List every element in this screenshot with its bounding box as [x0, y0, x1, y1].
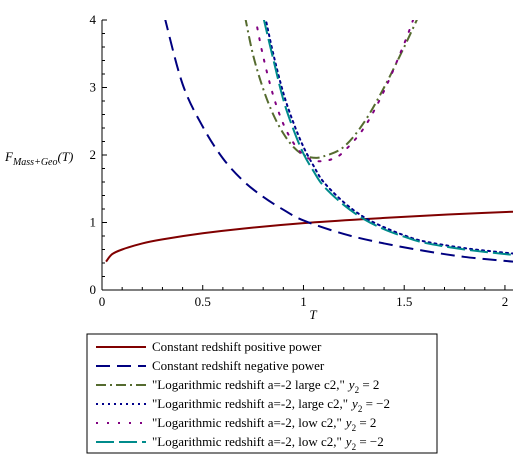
x-tick-label: 0 — [99, 294, 106, 309]
y-tick-label: 3 — [90, 80, 97, 95]
y-tick-label: 1 — [90, 215, 97, 230]
series-line-5 — [254, 20, 415, 163]
legend-entry-subscript: 2 — [352, 423, 357, 433]
legend-entry: "Logarithmic redshift a=-2 large c2," y2 … — [152, 377, 379, 395]
series-line-6 — [262, 20, 513, 256]
legend-entry: "Logarithmic redshift a=-2, low c2," y2 =… — [152, 415, 376, 433]
legend-entry: Constant redshift positive power — [152, 339, 322, 354]
series-line-4 — [264, 20, 513, 255]
x-axis-label: T — [309, 307, 317, 322]
legend: Constant redshift positive power Constant… — [86, 333, 438, 454]
series-line-2 — [164, 20, 513, 263]
y-tick-label: 2 — [90, 147, 97, 162]
legend-entry-value: = −2 — [362, 396, 390, 411]
legend-entry-math: y — [347, 377, 355, 392]
x-tick-label: 1 — [300, 294, 307, 309]
legend-entry-name: Constant redshift positive power — [152, 339, 322, 354]
legend-box — [86, 333, 438, 454]
legend-entry: "Logarithmic redshift a=-2, large c2," y2… — [152, 396, 390, 414]
y-axis-label-sub: Mass+Geo — [12, 157, 58, 168]
y-axis-label: FMass+Geo(T) — [4, 149, 73, 168]
legend-entry-name: Constant redshift negative power — [152, 358, 325, 373]
y-tick-label: 0 — [90, 282, 97, 297]
legend-entry-name: "Logarithmic redshift a=-2, large c2," — [152, 396, 348, 411]
legend-entry-name: "Logarithmic redshift a=-2 large c2," — [152, 377, 345, 392]
axes: 0 0.5 1 1.5 2 0 1 2 3 4 — [90, 12, 513, 309]
x-tick-label: 2 — [502, 294, 509, 309]
series-line-3 — [244, 20, 418, 159]
axis-labels: FMass+Geo(T) T — [4, 149, 317, 322]
series-layer — [105, 20, 513, 263]
legend-entry-name: "Logarithmic redshift a=-2, low c2," — [152, 434, 342, 449]
legend-entry-subscript: 2 — [352, 442, 357, 452]
y-axis-label-arg: (T) — [57, 149, 73, 164]
legend-entry: "Logarithmic redshift a=-2, low c2," y2 =… — [152, 434, 384, 452]
x-tick-label: 0.5 — [195, 294, 211, 309]
legend-entry-value: = 2 — [359, 377, 379, 392]
legend-entry-math: y — [350, 396, 358, 411]
legend-entry-math: y — [344, 415, 352, 430]
legend-entry-name: "Logarithmic redshift a=-2, low c2," — [152, 415, 342, 430]
y-tick-label: 4 — [90, 12, 97, 27]
x-tick-label: 1.5 — [396, 294, 412, 309]
series-line-1 — [105, 210, 513, 263]
legend-entry-subscript: 2 — [355, 385, 360, 395]
legend-entry-math: y — [344, 434, 352, 449]
legend-entry: Constant redshift negative power — [152, 358, 325, 373]
legend-entry-value: = −2 — [356, 434, 384, 449]
y-axis-label-main: F — [4, 149, 14, 164]
legend-entry-subscript: 2 — [358, 404, 363, 414]
legend-entry-value: = 2 — [356, 415, 376, 430]
